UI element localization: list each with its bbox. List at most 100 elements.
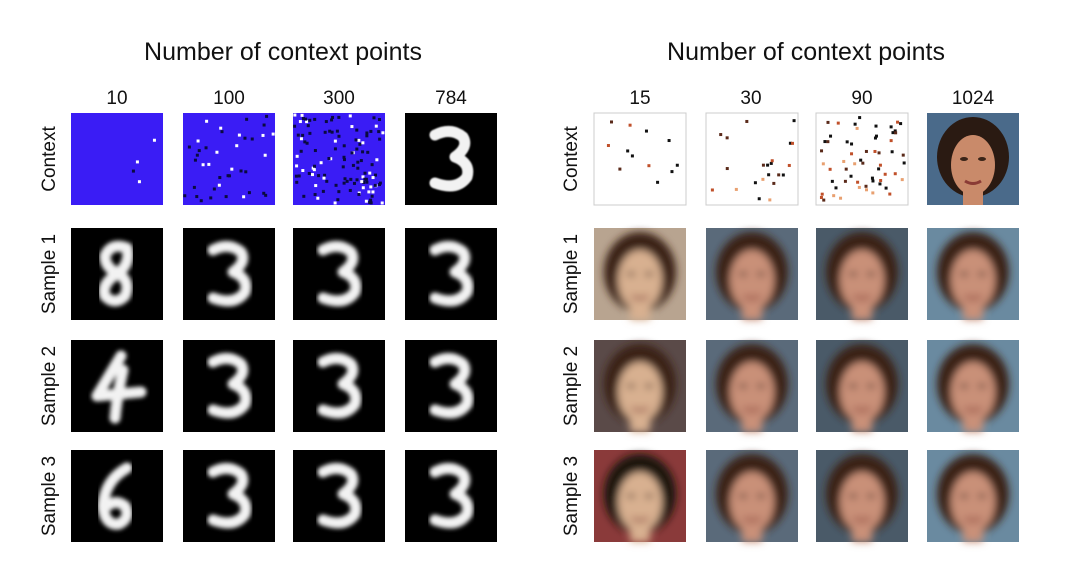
context-pixel	[675, 163, 679, 167]
context-pixel	[235, 144, 239, 148]
image-tile	[71, 113, 163, 205]
eye	[978, 384, 986, 388]
context-pixel	[131, 169, 135, 173]
context-pixel	[878, 163, 882, 167]
context-pixel	[342, 155, 346, 159]
row-label: Context	[39, 126, 60, 192]
context-pixel	[369, 185, 373, 189]
eye	[757, 494, 765, 498]
context-pixel	[313, 164, 317, 168]
context-pixel	[366, 150, 370, 154]
context-pixel	[822, 198, 826, 202]
context-pixel	[355, 178, 359, 182]
image-cell	[405, 340, 497, 432]
context-pixel	[325, 179, 329, 183]
context-pixel	[296, 133, 300, 137]
mouth	[964, 406, 982, 412]
context-pixel	[336, 198, 340, 202]
context-pixel	[359, 159, 363, 163]
context-pixel	[371, 190, 375, 194]
eye	[849, 272, 857, 276]
context-pixel	[357, 138, 361, 142]
context-pixel	[324, 120, 328, 124]
mouth	[743, 516, 761, 522]
context-pixel	[355, 128, 359, 132]
mouth	[964, 294, 982, 300]
context-pixel	[364, 199, 368, 203]
context-pixel	[365, 131, 369, 135]
context-pixel	[834, 186, 838, 190]
context-pixel	[316, 196, 320, 200]
context-pixel	[337, 190, 341, 194]
image-tile	[593, 112, 687, 206]
face	[937, 344, 1009, 432]
neck	[742, 528, 762, 542]
context-pixel	[362, 180, 366, 184]
eye	[849, 494, 857, 498]
context-pixel	[725, 136, 729, 140]
context-pixel	[864, 149, 868, 153]
context-pixel	[348, 114, 352, 118]
context-pixel	[322, 176, 326, 180]
context-pixel	[870, 176, 874, 180]
mouth	[964, 516, 982, 522]
context-pixel	[878, 182, 882, 186]
context-pixel	[293, 124, 297, 128]
context-pixel	[879, 179, 883, 183]
context-pixel	[350, 125, 354, 129]
column-label: 100	[213, 88, 245, 109]
context-pixel	[644, 129, 648, 133]
context-pixel	[293, 113, 297, 117]
face	[604, 454, 676, 542]
context-pixel	[219, 126, 223, 130]
face-skin	[840, 472, 884, 532]
image-cell	[293, 340, 385, 432]
context-pixel	[370, 163, 374, 167]
context-pixel	[330, 130, 334, 134]
context-pixel	[856, 180, 860, 184]
image-cell	[71, 113, 163, 205]
context-pixel	[859, 158, 863, 162]
column-label: 30	[740, 88, 761, 109]
image-cell	[593, 112, 687, 206]
context-pixel	[363, 177, 367, 181]
column-label: 300	[323, 88, 355, 109]
image-cell	[705, 112, 799, 206]
context-pixel	[853, 122, 857, 126]
image-cell	[594, 340, 686, 432]
context-pixel	[135, 160, 139, 164]
context-pixel	[298, 120, 302, 124]
context-pixel	[357, 192, 361, 196]
context-pixel	[777, 173, 781, 177]
context-pixel	[772, 181, 776, 185]
face	[937, 454, 1009, 542]
context-pixel	[321, 189, 325, 193]
context-pixel	[243, 136, 247, 140]
context-pixel	[369, 198, 373, 202]
context-pixel	[371, 176, 375, 180]
context-pixel	[365, 134, 369, 138]
neck	[742, 418, 762, 432]
eye	[867, 494, 875, 498]
row-label: Sample 3	[561, 456, 582, 536]
context-pixel	[305, 141, 309, 145]
context-pixel	[263, 153, 267, 157]
digit-stroke	[98, 240, 134, 307]
context-pixel	[826, 140, 830, 144]
mouth	[631, 294, 649, 300]
context-pixel	[787, 163, 791, 167]
mouth	[631, 516, 649, 522]
context-pixel	[345, 179, 349, 183]
face-skin	[951, 135, 995, 195]
column-label: 90	[851, 88, 872, 109]
image-cell	[293, 450, 385, 542]
context-pixel	[893, 172, 897, 176]
context-pixel	[306, 124, 310, 128]
context-pixel	[377, 130, 381, 134]
context-pixel	[355, 147, 359, 151]
context-pixel	[295, 180, 299, 184]
context-pixel	[857, 185, 861, 189]
face-skin	[840, 362, 884, 422]
context-pixel	[861, 161, 865, 165]
